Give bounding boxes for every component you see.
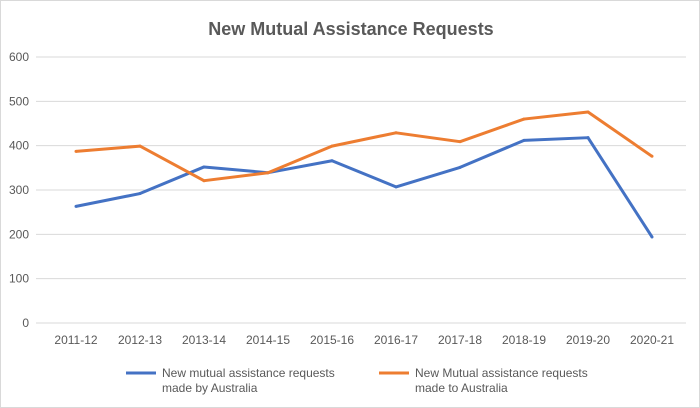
data-point [74,204,78,208]
data-point [458,140,462,144]
y-tick-label: 600 [9,50,29,64]
x-tick-label: 2018-19 [502,333,546,347]
series-line-1 [75,110,653,183]
data-point [650,235,654,239]
data-point [138,144,142,148]
x-tick-label: 2014-15 [246,333,290,347]
data-point [522,117,526,121]
chart-title: New Mutual Assistance Requests [208,19,493,39]
x-tick-label: 2017-18 [438,333,482,347]
data-point [522,138,526,142]
data-point [202,179,206,183]
y-tick-label: 300 [9,183,29,197]
series-line-0 [75,136,654,238]
x-tick-label: 2013-14 [182,333,226,347]
legend-label: New mutual assistance requests [162,366,335,380]
data-point [138,192,142,196]
legend-label: made to Australia [415,381,508,395]
y-tick-label: 200 [9,227,29,241]
x-tick-label: 2015-16 [310,333,354,347]
data-point [650,154,654,158]
data-point [394,185,398,189]
data-point [458,165,462,169]
legend-label: New Mutual assistance requests [415,366,588,380]
data-point [330,159,334,163]
x-tick-label: 2011-12 [54,333,97,347]
x-tick-label: 2012-13 [118,333,162,347]
y-tick-label: 400 [9,139,29,153]
data-point [330,144,334,148]
data-point [394,131,398,135]
data-point [586,136,590,140]
data-point [266,171,270,175]
legend-label: made by Australia [162,381,258,395]
x-tick-label: 2020-21 [630,333,674,347]
data-point [586,110,590,114]
x-tick-label: 2016-17 [374,333,418,347]
data-point [202,165,206,169]
y-tick-label: 100 [9,272,29,286]
data-point [74,149,78,153]
x-tick-label: 2019-20 [566,333,610,347]
y-tick-label: 0 [22,316,29,330]
y-tick-label: 500 [9,94,29,108]
